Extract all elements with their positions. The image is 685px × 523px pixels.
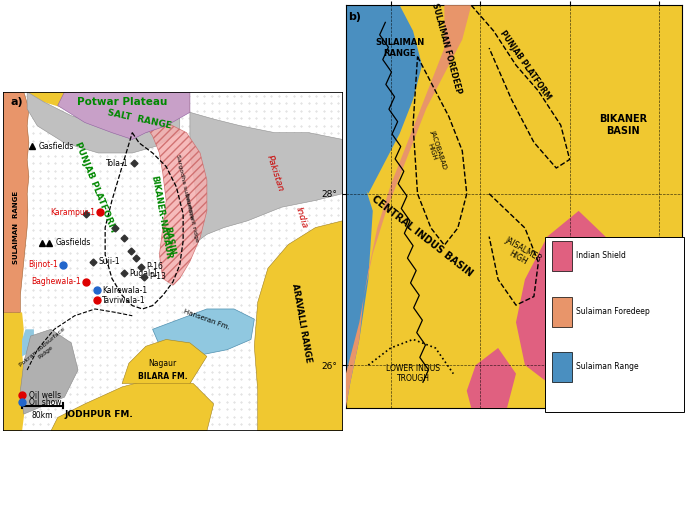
Text: BIKANER
BASIN: BIKANER BASIN [599, 115, 647, 136]
Text: basement ridge: basement ridge [184, 192, 199, 242]
Polygon shape [58, 92, 190, 140]
Text: Pakistan: Pakistan [264, 154, 285, 193]
Text: Potwar Plateau: Potwar Plateau [77, 97, 167, 107]
Bar [552, 241, 572, 271]
Text: PUNJAB PLATFORM: PUNJAB PLATFORM [498, 29, 552, 101]
Text: Hanseran Fm.: Hanseran Fm. [183, 308, 231, 331]
Text: Bijnot-1: Bijnot-1 [28, 260, 58, 269]
Text: INDIA: INDIA [566, 335, 590, 344]
Text: BILARA FM.: BILARA FM. [138, 372, 188, 381]
Text: Sulaiman Range: Sulaiman Range [576, 362, 639, 371]
Text: Pugal-1: Pugal-1 [129, 269, 158, 278]
Text: Oil show: Oil show [29, 397, 62, 407]
Text: 80km: 80km [32, 411, 53, 419]
Text: LOWER INDUS
TROUGH: LOWER INDUS TROUGH [386, 364, 440, 383]
Polygon shape [146, 122, 207, 285]
Polygon shape [27, 92, 179, 153]
Polygon shape [610, 262, 682, 408]
Polygon shape [24, 92, 190, 122]
Bar [552, 353, 572, 382]
Polygon shape [3, 92, 29, 312]
Text: Tola-1: Tola-1 [106, 158, 129, 168]
Text: Kalrewala-1: Kalrewala-1 [102, 286, 147, 295]
Polygon shape [3, 312, 25, 431]
Text: Pokran subsurface
Ridge: Pokran subsurface Ridge [18, 327, 70, 372]
Bar [552, 297, 572, 326]
Text: CENTRAL INDUS BASIN: CENTRAL INDUS BASIN [370, 194, 474, 279]
Text: Sargodha subsurface: Sargodha subsurface [175, 154, 194, 220]
Text: Sulaiman Foredeep: Sulaiman Foredeep [576, 306, 650, 315]
Text: BASIN: BASIN [162, 226, 177, 256]
Polygon shape [51, 377, 214, 431]
Text: JAISALMER
HIGH: JAISALMER HIGH [498, 235, 543, 272]
Polygon shape [466, 348, 516, 408]
Text: P-13: P-13 [149, 272, 166, 281]
Text: JODHPUR FM.: JODHPUR FM. [64, 410, 133, 418]
Text: SULAIMAN  RANGE: SULAIMAN RANGE [12, 191, 18, 264]
Text: ARAVALLI RANGE: ARAVALLI RANGE [290, 282, 313, 363]
Text: PUNJAB PLATFORM: PUNJAB PLATFORM [73, 140, 117, 233]
Text: Gasfields: Gasfields [39, 142, 75, 151]
Polygon shape [190, 112, 342, 245]
Polygon shape [254, 221, 342, 431]
Text: b): b) [348, 12, 361, 22]
Text: INDIAN
SHIELD: INDIAN SHIELD [612, 337, 652, 359]
Polygon shape [153, 309, 254, 357]
Text: BIKANER-NAGAUR: BIKANER-NAGAUR [149, 175, 173, 260]
Polygon shape [516, 211, 614, 382]
Text: SALT  RANGE: SALT RANGE [106, 108, 172, 130]
Text: India: India [294, 206, 310, 229]
Text: SULAIMAN FOREDEEP: SULAIMAN FOREDEEP [430, 2, 463, 94]
Polygon shape [346, 5, 422, 194]
Text: Baghewala-1: Baghewala-1 [32, 277, 82, 287]
Polygon shape [346, 151, 373, 408]
Text: Indian Shield: Indian Shield [576, 251, 626, 260]
Text: Gasfields: Gasfields [56, 238, 91, 247]
Text: JACOBABAD
HIGH: JACOBABAD HIGH [423, 130, 448, 173]
Text: Nagaur: Nagaur [149, 359, 177, 368]
Polygon shape [21, 329, 78, 414]
Polygon shape [346, 5, 471, 408]
FancyBboxPatch shape [545, 236, 684, 412]
Text: Tavriwala-1: Tavriwala-1 [102, 296, 145, 305]
Polygon shape [22, 329, 34, 357]
Text: Suji-1: Suji-1 [99, 257, 120, 266]
Text: Karampur-1: Karampur-1 [50, 208, 95, 217]
Text: a): a) [10, 97, 23, 107]
Text: SULAIMAN
RANGE: SULAIMAN RANGE [375, 38, 424, 58]
Polygon shape [122, 339, 207, 383]
Text: P-16: P-16 [146, 262, 163, 271]
Text: Oil wells: Oil wells [29, 391, 61, 400]
